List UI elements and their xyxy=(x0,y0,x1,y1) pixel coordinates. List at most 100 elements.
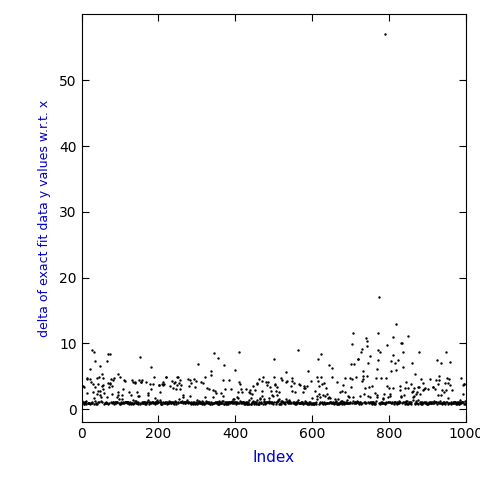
Point xyxy=(282,395,290,402)
Point xyxy=(259,373,267,381)
Point xyxy=(117,399,125,407)
Point xyxy=(145,398,153,406)
Point xyxy=(234,394,242,401)
Point xyxy=(337,397,345,405)
Point xyxy=(442,398,449,406)
Point xyxy=(407,400,415,408)
Point xyxy=(454,398,462,406)
Point xyxy=(386,390,394,398)
Point xyxy=(161,398,169,406)
Point xyxy=(160,399,168,407)
Point xyxy=(138,398,146,406)
Point xyxy=(135,376,143,384)
Point xyxy=(325,394,333,401)
Point xyxy=(141,399,148,407)
Point xyxy=(131,399,138,407)
Point xyxy=(223,400,230,408)
Point xyxy=(312,400,320,408)
Point xyxy=(305,400,312,408)
Point xyxy=(449,399,456,407)
Point xyxy=(105,384,113,391)
Point xyxy=(459,391,467,398)
Point xyxy=(447,398,455,406)
Point xyxy=(84,399,92,407)
Point xyxy=(358,400,365,408)
Point xyxy=(273,383,281,391)
Point xyxy=(461,400,468,408)
Point xyxy=(211,349,218,357)
Point xyxy=(159,398,167,406)
Point xyxy=(396,398,404,406)
Point xyxy=(262,378,269,385)
Point xyxy=(425,399,433,407)
Point xyxy=(402,397,409,405)
Point xyxy=(138,399,145,407)
Point xyxy=(304,368,312,375)
Point xyxy=(372,393,380,401)
Point xyxy=(439,398,446,406)
Point xyxy=(245,396,252,404)
Point xyxy=(330,399,338,407)
Point xyxy=(172,400,180,408)
Point xyxy=(200,399,207,407)
Point xyxy=(149,380,157,388)
Point xyxy=(265,399,273,407)
Point xyxy=(454,399,461,407)
Point xyxy=(345,392,352,400)
Point xyxy=(234,399,242,407)
Point xyxy=(458,398,466,406)
Point xyxy=(233,393,241,400)
Point xyxy=(355,355,362,362)
Point xyxy=(438,400,446,408)
Point xyxy=(427,399,435,407)
Point xyxy=(167,398,175,406)
Point xyxy=(444,379,452,387)
Point xyxy=(273,398,280,406)
Point xyxy=(420,384,428,392)
Point xyxy=(381,30,389,38)
Point xyxy=(333,400,341,408)
Point xyxy=(361,398,369,406)
Point xyxy=(190,400,197,408)
Point xyxy=(389,384,396,392)
Point xyxy=(348,399,355,407)
Point xyxy=(349,397,357,405)
Point xyxy=(399,363,407,371)
Point xyxy=(87,378,95,385)
Point xyxy=(418,398,425,406)
Point xyxy=(204,399,212,407)
Point xyxy=(372,400,379,408)
Point xyxy=(235,379,242,386)
Point xyxy=(376,400,384,408)
Point xyxy=(336,398,344,406)
Point xyxy=(328,399,336,407)
Point xyxy=(280,399,288,407)
Point xyxy=(209,399,216,407)
Point xyxy=(307,400,315,408)
Point xyxy=(177,397,184,405)
Point xyxy=(305,400,313,408)
Point xyxy=(156,398,164,406)
Point xyxy=(380,391,388,398)
Point xyxy=(203,397,210,405)
Point xyxy=(418,400,426,408)
Point xyxy=(390,398,398,406)
Point xyxy=(123,400,131,408)
Point xyxy=(155,398,162,406)
Point xyxy=(414,400,422,408)
Point xyxy=(321,399,329,407)
Point xyxy=(300,384,308,391)
Point xyxy=(156,382,163,389)
Point xyxy=(227,398,235,406)
Point xyxy=(255,375,263,383)
Point xyxy=(409,396,417,404)
Point xyxy=(283,377,290,384)
Point xyxy=(409,394,417,401)
Point xyxy=(108,383,116,390)
Point xyxy=(81,398,88,406)
Point xyxy=(324,395,332,402)
Point xyxy=(134,398,142,406)
Point xyxy=(90,394,98,401)
Point xyxy=(198,400,205,408)
Point xyxy=(219,376,227,384)
